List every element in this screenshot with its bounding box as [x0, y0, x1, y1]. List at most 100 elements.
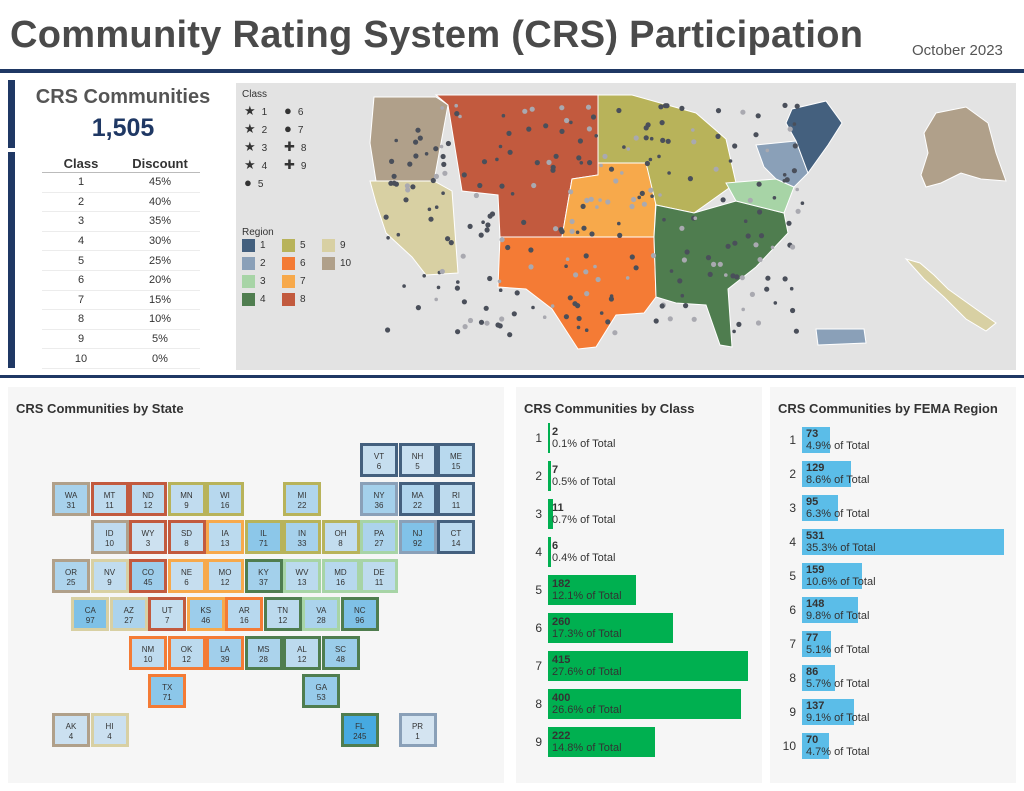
bar[interactable]	[548, 613, 674, 643]
discount-row: 4 30%	[42, 232, 200, 252]
state-tile-ia[interactable]: IA 13	[206, 520, 244, 554]
community-marker	[559, 128, 565, 134]
bar[interactable]	[802, 699, 855, 725]
state-tile-oh[interactable]: OH 8	[321, 520, 360, 554]
state-tile-md[interactable]: MD 16	[321, 558, 360, 593]
state-tile-ut[interactable]: UT 7	[148, 597, 187, 631]
state-tile-ne[interactable]: NE 6	[167, 558, 206, 593]
state-tile-id[interactable]: ID 10	[90, 520, 129, 554]
community-marker	[483, 305, 489, 311]
community-marker	[454, 111, 460, 117]
community-marker	[565, 257, 570, 261]
state-tile-wi[interactable]: WI 16	[206, 481, 244, 516]
bar[interactable]	[802, 495, 839, 521]
state-count: 6	[376, 462, 382, 471]
discount-class: 1	[77, 176, 85, 189]
bar[interactable]	[802, 733, 829, 759]
class-legend-label: 9	[300, 161, 307, 172]
state-tile-sc[interactable]: SC 48	[321, 635, 360, 670]
bar-percent: 35.3% of Total	[806, 542, 876, 554]
state-tile-ok[interactable]: OK 12	[167, 635, 206, 670]
state-tile-co[interactable]: CO 45	[129, 558, 167, 593]
community-marker	[617, 232, 623, 238]
state-tile-ca[interactable]: CA 97	[71, 597, 110, 631]
state-tile-ks[interactable]: KS 46	[186, 597, 225, 631]
state-tile-wv[interactable]: WV 13	[283, 558, 321, 593]
state-tile-ar[interactable]: AR 16	[225, 597, 264, 631]
bar[interactable]	[548, 689, 741, 719]
community-marker	[448, 240, 454, 246]
bar[interactable]	[548, 499, 554, 529]
state-tile-ga[interactable]: GA 53	[302, 674, 341, 708]
state-tile-ak[interactable]: AK 4	[52, 712, 90, 747]
bar[interactable]	[548, 537, 551, 567]
state-abbr: GA	[315, 683, 328, 692]
crs-map[interactable]: Class Region ★ 1 ★ 2 ★ 3 ★ 4 ● 5 ● 6 ● 7 ✚ 8 ✚ 9 1 2 3 4 5 6 7 8 9…	[236, 83, 1016, 370]
state-tile-nv[interactable]: NV 9	[90, 558, 129, 593]
state-tile-nm[interactable]: NM 10	[129, 635, 167, 670]
state-tile-pa[interactable]: PA 27	[360, 520, 398, 554]
state-tile-il[interactable]: IL 71	[244, 520, 283, 554]
bar-percent: 26.6% of Total	[552, 704, 622, 716]
state-tile-vt[interactable]: VT 6	[360, 443, 398, 477]
state-tile-nd[interactable]: ND 12	[129, 481, 167, 516]
state-tile-mn[interactable]: MN 9	[167, 481, 206, 516]
bar[interactable]	[548, 651, 748, 681]
state-tile-ri[interactable]: RI 11	[437, 481, 475, 516]
community-marker	[792, 143, 798, 149]
state-tile-ma[interactable]: MA 22	[398, 481, 437, 516]
bar[interactable]	[802, 563, 863, 589]
state-tile-wa[interactable]: WA 31	[52, 481, 90, 516]
state-tile-hi[interactable]: HI 4	[90, 712, 129, 747]
state-tile-sd[interactable]: SD 8	[167, 520, 206, 554]
bar[interactable]	[548, 423, 550, 453]
bar[interactable]	[548, 575, 636, 605]
state-tile-ct[interactable]: CT 14	[437, 520, 475, 554]
bar[interactable]	[802, 427, 830, 453]
discount-row: 7 15%	[42, 291, 200, 311]
state-tile-or[interactable]: OR 25	[52, 558, 90, 593]
state-tile-az[interactable]: AZ 27	[109, 597, 148, 631]
bar[interactable]	[802, 631, 832, 657]
community-marker	[553, 226, 559, 232]
community-marker	[576, 155, 582, 161]
community-marker	[715, 108, 722, 114]
state-abbr: NY	[373, 490, 385, 500]
community-marker	[590, 114, 597, 120]
state-tile-me[interactable]: ME 15	[437, 443, 475, 477]
bar[interactable]	[548, 727, 655, 757]
state-tile-va[interactable]: VA 28	[302, 597, 341, 631]
state-tile-ny[interactable]: NY 36	[360, 481, 398, 516]
state-tile-pr[interactable]: PR 1	[398, 712, 437, 747]
bar[interactable]	[802, 529, 1004, 555]
discount-row: 10 0%	[42, 349, 200, 369]
state-tile-nh[interactable]: NH 5	[398, 443, 437, 477]
bar[interactable]	[802, 597, 859, 623]
bar[interactable]	[802, 461, 852, 487]
state-tile-ky[interactable]: KY 37	[244, 558, 283, 593]
bar-percent: 0.4% of Total	[552, 552, 616, 564]
state-tile-mt[interactable]: MT 11	[90, 481, 129, 516]
state-tile-nj[interactable]: NJ 92	[398, 520, 437, 554]
state-tile-ms[interactable]: MS 28	[244, 635, 283, 670]
state-tile-nc[interactable]: NC 96	[340, 597, 379, 631]
state-tile-tn[interactable]: TN 12	[263, 597, 302, 631]
region-legend-item: 1	[242, 239, 266, 252]
state-tile-tx[interactable]: TX 71	[148, 674, 187, 708]
state-tile-de[interactable]: DE 11	[360, 558, 398, 593]
state-tile-la[interactable]: LA 39	[206, 635, 244, 670]
state-tile-al[interactable]: AL 12	[283, 635, 321, 670]
state-tile-mi[interactable]: MI 22	[283, 481, 321, 516]
us-region-map[interactable]	[236, 83, 1016, 370]
state-tile-fl[interactable]: FL 245	[340, 712, 379, 747]
community-marker	[765, 148, 770, 153]
bar[interactable]	[802, 665, 835, 691]
state-tile-wy[interactable]: WY 3	[129, 520, 167, 554]
hawaii-shape	[904, 258, 997, 332]
bar[interactable]	[548, 461, 552, 491]
class-legend-label: 3	[261, 143, 268, 154]
state-tile-mo[interactable]: MO 12	[206, 558, 244, 593]
community-marker	[559, 105, 565, 111]
state-tile-in[interactable]: IN 33	[283, 520, 321, 554]
bar-category-label: 5	[535, 583, 542, 597]
